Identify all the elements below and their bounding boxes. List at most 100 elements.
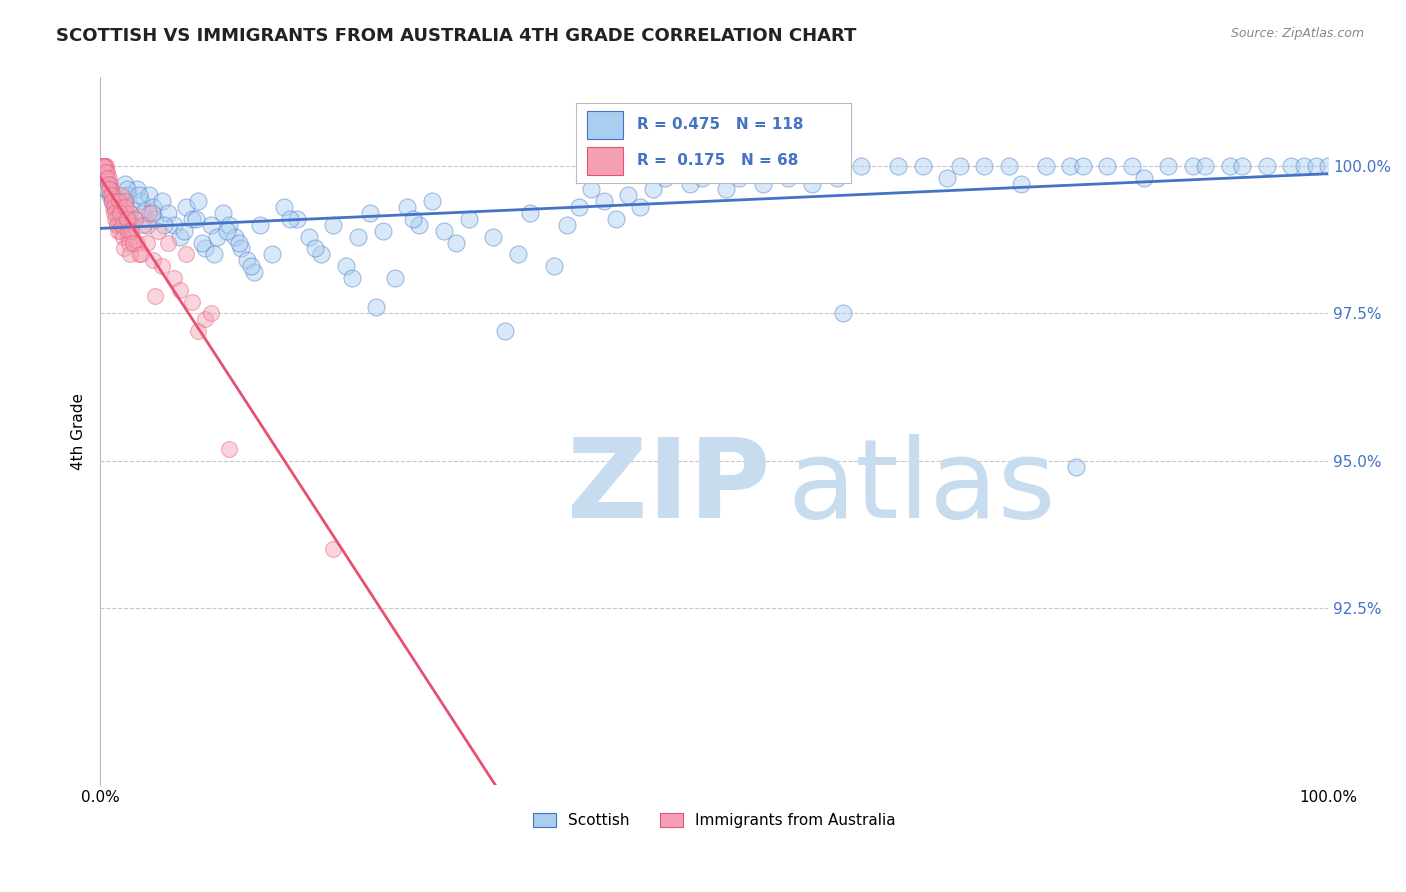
Point	[218, 218, 240, 232]
Point	[156, 235, 179, 250]
Point	[115, 182, 138, 196]
Point	[128, 188, 150, 202]
Point	[142, 200, 165, 214]
Point	[96, 170, 118, 185]
Point	[457, 211, 479, 226]
Point	[825, 170, 848, 185]
Point	[666, 159, 689, 173]
Point	[111, 218, 134, 232]
Point	[832, 306, 855, 320]
FancyBboxPatch shape	[588, 111, 623, 139]
Text: R =  0.175   N = 68: R = 0.175 N = 68	[637, 153, 799, 168]
Point	[1059, 159, 1081, 173]
Point	[103, 194, 125, 209]
Point	[169, 229, 191, 244]
Point	[1095, 159, 1118, 173]
Point	[114, 194, 136, 209]
Point	[592, 194, 614, 209]
Point	[145, 288, 167, 302]
Point	[101, 194, 124, 209]
Point	[153, 218, 176, 232]
Text: ZIP: ZIP	[567, 434, 770, 541]
Point	[120, 200, 142, 214]
Point	[273, 200, 295, 214]
Point	[107, 224, 129, 238]
Text: atlas: atlas	[787, 434, 1056, 541]
Point	[228, 235, 250, 250]
Point	[118, 206, 141, 220]
Point	[335, 259, 357, 273]
Point	[129, 247, 152, 261]
Point	[236, 253, 259, 268]
Point	[936, 170, 959, 185]
Point	[100, 188, 122, 202]
Point	[105, 206, 128, 220]
Point	[506, 247, 529, 261]
Point	[107, 218, 129, 232]
Point	[104, 200, 127, 214]
Point	[519, 206, 541, 220]
Point	[115, 206, 138, 220]
Point	[138, 188, 160, 202]
Point	[193, 242, 215, 256]
Point	[340, 271, 363, 285]
Point	[111, 200, 134, 214]
Point	[121, 235, 143, 250]
Point	[124, 211, 146, 226]
Point	[814, 159, 837, 173]
Text: Source: ZipAtlas.com: Source: ZipAtlas.com	[1230, 27, 1364, 40]
Point	[224, 229, 246, 244]
Point	[1292, 159, 1315, 173]
Point	[173, 224, 195, 238]
Point	[96, 165, 118, 179]
Point	[111, 229, 134, 244]
Point	[124, 211, 146, 226]
Point	[298, 229, 321, 244]
Point	[174, 200, 197, 214]
Point	[581, 182, 603, 196]
Point	[94, 159, 117, 173]
Point	[98, 182, 121, 196]
Point	[911, 159, 934, 173]
Point	[132, 206, 155, 220]
Point	[740, 159, 762, 173]
Point	[112, 242, 135, 256]
Point	[93, 159, 115, 173]
Point	[949, 159, 972, 173]
Point	[776, 170, 799, 185]
Point	[96, 182, 118, 196]
Legend: Scottish, Immigrants from Australia: Scottish, Immigrants from Australia	[526, 806, 901, 834]
Point	[91, 159, 114, 173]
Point	[973, 159, 995, 173]
Point	[146, 224, 169, 238]
Point	[135, 218, 157, 232]
Point	[96, 182, 118, 196]
Point	[97, 170, 120, 185]
Point	[1010, 177, 1032, 191]
Point	[494, 324, 516, 338]
Point	[115, 211, 138, 226]
Point	[703, 159, 725, 173]
Point	[150, 259, 173, 273]
Point	[105, 218, 128, 232]
Point	[371, 224, 394, 238]
Point	[174, 247, 197, 261]
Point	[169, 283, 191, 297]
Point	[94, 165, 117, 179]
Point	[678, 177, 700, 191]
Point	[304, 242, 326, 256]
Point	[120, 224, 142, 238]
Point	[240, 259, 263, 273]
Point	[98, 177, 121, 191]
Point	[215, 224, 238, 238]
Point	[433, 224, 456, 238]
Point	[887, 159, 910, 173]
Point	[212, 206, 235, 220]
Point	[110, 188, 132, 202]
FancyBboxPatch shape	[588, 147, 623, 175]
Point	[101, 188, 124, 202]
Point	[120, 247, 142, 261]
Point	[322, 218, 344, 232]
Point	[555, 218, 578, 232]
Point	[402, 211, 425, 226]
